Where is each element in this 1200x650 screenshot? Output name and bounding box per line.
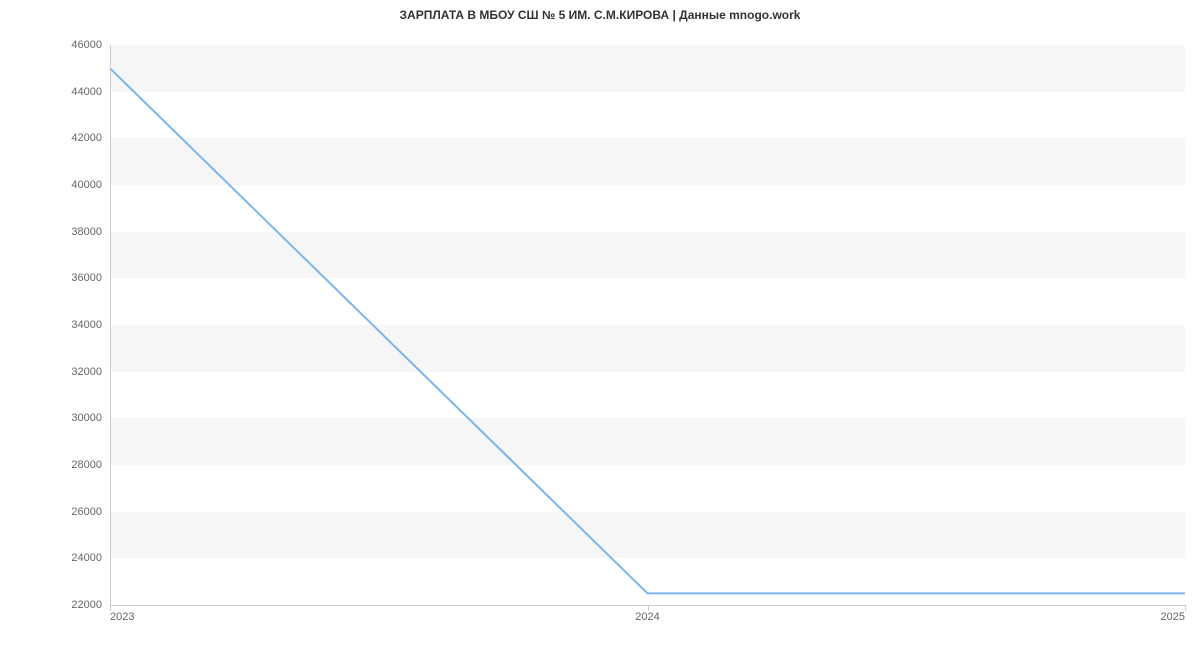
y-tick-label: 46000 — [71, 39, 110, 51]
x-tick-label: 2023 — [110, 605, 134, 623]
y-tick-label: 30000 — [71, 412, 110, 424]
series-line — [110, 68, 1185, 593]
y-tick-label: 38000 — [71, 226, 110, 238]
y-tick-label: 42000 — [71, 132, 110, 144]
y-tick-label: 36000 — [71, 272, 110, 284]
chart-title: ЗАРПЛАТА В МБОУ СШ № 5 ИМ. С.М.КИРОВА | … — [0, 8, 1200, 22]
salary-chart: ЗАРПЛАТА В МБОУ СШ № 5 ИМ. С.М.КИРОВА | … — [0, 0, 1200, 650]
x-tick-mark — [1185, 605, 1186, 611]
y-tick-label: 44000 — [71, 86, 110, 98]
y-tick-label: 22000 — [71, 599, 110, 611]
x-tick-label: 2025 — [1161, 605, 1185, 623]
y-tick-label: 24000 — [71, 552, 110, 564]
x-tick-label: 2024 — [635, 605, 659, 623]
y-tick-label: 28000 — [71, 459, 110, 471]
y-axis-line — [110, 45, 111, 605]
line-layer — [110, 45, 1185, 605]
y-tick-label: 32000 — [71, 366, 110, 378]
y-tick-label: 34000 — [71, 319, 110, 331]
plot-area: 2200024000260002800030000320003400036000… — [110, 45, 1185, 605]
y-tick-label: 40000 — [71, 179, 110, 191]
y-tick-label: 26000 — [71, 506, 110, 518]
